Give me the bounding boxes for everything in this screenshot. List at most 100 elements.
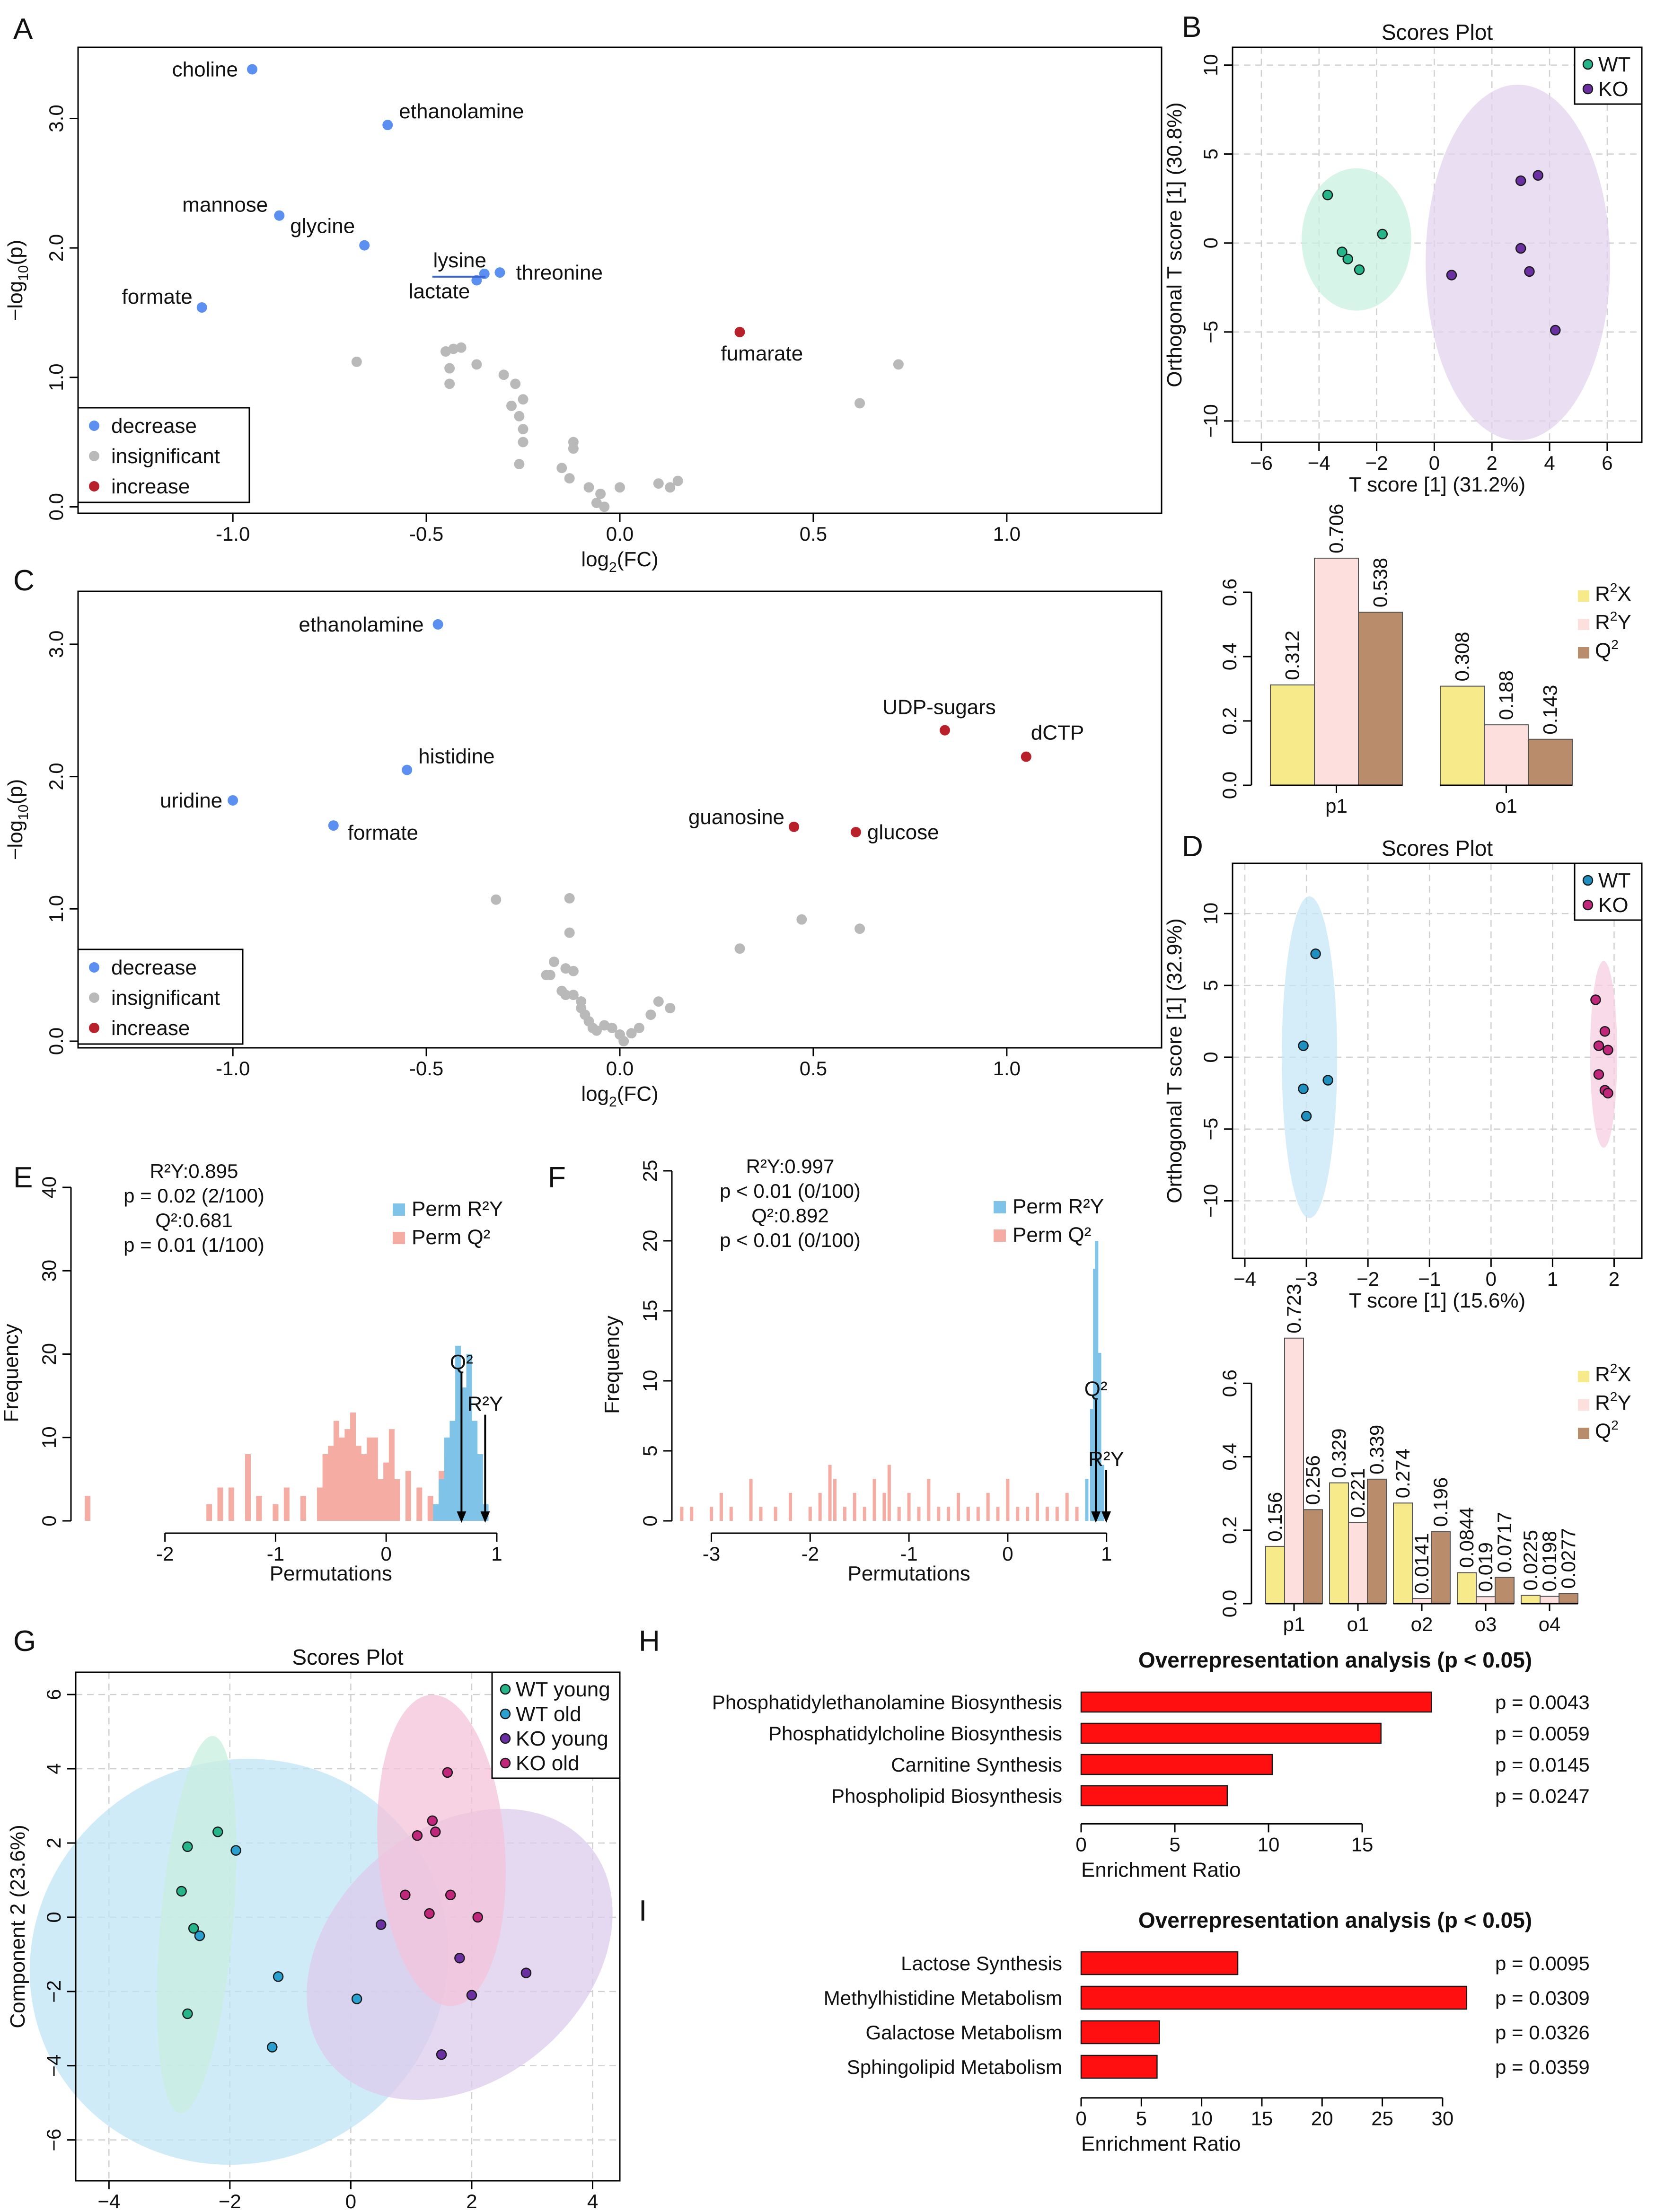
histogram-bar	[1098, 1352, 1101, 1521]
histogram-bar	[927, 1479, 931, 1521]
insignificant-point	[854, 398, 865, 409]
score-point	[1550, 325, 1561, 336]
histogram-bar	[477, 1454, 483, 1521]
legend-label: R2Y	[1595, 609, 1631, 634]
x-tick-label: -3	[703, 1543, 720, 1565]
legend-label: decrease	[111, 956, 197, 979]
legend-label: WT	[1598, 53, 1630, 76]
legend-label: Perm Q²	[1013, 1223, 1091, 1246]
bar-value-label: 0.221	[1347, 1468, 1369, 1518]
x-tick-label: 2	[466, 2190, 477, 2212]
insignificant-point	[607, 1023, 617, 1034]
enrichment-bar	[1080, 1691, 1432, 1713]
x-tick-label: 1	[491, 1543, 502, 1565]
enrichment-bar	[1080, 1722, 1382, 1744]
pathway-label: Phosphatidylethanolamine Biosynthesis	[712, 1691, 1062, 1713]
legend-label-part: X	[1617, 582, 1631, 606]
insignificant-point	[568, 990, 579, 1001]
histogram-bar	[1026, 1507, 1030, 1521]
score-point	[1533, 170, 1543, 181]
x-tick-label: 0.5	[800, 523, 827, 545]
score-point	[1515, 175, 1526, 186]
y-tick-label: 10	[1199, 903, 1222, 925]
score-point	[1599, 1026, 1611, 1037]
x-axis-label: Permutations	[847, 1562, 970, 1585]
bar	[1284, 1337, 1304, 1604]
histogram-bar	[383, 1462, 389, 1521]
insignificant-point	[568, 966, 579, 976]
y-tick-label: 0.0	[1218, 1590, 1241, 1617]
x-tick-label: 15	[1351, 1833, 1374, 1855]
bar	[1358, 612, 1403, 786]
bar-value-label: 0.019	[1474, 1542, 1497, 1592]
histogram-bar	[996, 1507, 1000, 1521]
chart-title: Overrepresentation analysis (p < 0.05)	[1138, 1648, 1532, 1672]
labeled-point	[402, 764, 413, 775]
x-tick-label: -1.0	[216, 523, 250, 545]
bar-value-label: 0.0844	[1455, 1507, 1478, 1568]
histogram-bar	[1065, 1492, 1069, 1521]
bar-value-label: 0.312	[1281, 631, 1304, 680]
y-tick-label: 0.0	[45, 493, 67, 520]
insignificant-point	[618, 1036, 629, 1047]
x-tick-label: −2	[219, 2190, 241, 2212]
bar-value-label: 0.256	[1302, 1455, 1324, 1505]
score-point	[1337, 246, 1348, 257]
legend-label-part: Q	[1595, 639, 1611, 662]
bar	[1270, 684, 1315, 786]
panel-label: H	[639, 1625, 660, 1658]
histogram-bar	[863, 1507, 866, 1521]
point-label: fumarate	[721, 342, 803, 365]
insignificant-point	[615, 482, 625, 493]
point-label: lactate	[409, 280, 470, 303]
histogram-bar	[818, 1492, 822, 1521]
confidence-ellipse	[1282, 896, 1338, 1218]
enrichment-bar	[1080, 2020, 1160, 2045]
histogram-bar	[828, 1465, 832, 1521]
legend: decrease insignificant increase	[77, 948, 244, 1045]
enrichment-bar	[1080, 1985, 1468, 2010]
histogram-bar	[228, 1487, 234, 1521]
legend-label: insignificant	[111, 986, 220, 1009]
permutation-stat: Q²:0.681	[155, 1209, 232, 1231]
y-tick-label: 2	[43, 1837, 65, 1848]
bar-value-label: 0.706	[1325, 504, 1348, 553]
histogram-bar	[872, 1479, 876, 1521]
insignificant-point	[564, 927, 575, 938]
histogram-bar	[1095, 1241, 1099, 1521]
y-axis-label-part: −log	[4, 820, 27, 860]
y-tick-label: 30	[38, 1260, 60, 1282]
score-point	[1354, 264, 1365, 275]
y-tick-label: 6	[43, 1689, 65, 1700]
volcano-plot-A: -1.0 -0.5 0.0 0.5 1.0 0.0 1.0 2.0 3.0 log2(FC) −lo…	[4, 46, 1163, 575]
y-tick-label: 4	[43, 1763, 65, 1774]
bar	[1440, 685, 1485, 786]
model-bars-D-bars: 0.00.20.40.60.1560.7230.256p10.3290.2210…	[1218, 1284, 1631, 1635]
y-tick-label: 10	[639, 1370, 661, 1392]
labeled-point	[328, 820, 339, 831]
score-point	[1322, 189, 1333, 201]
legend-label-part: Y	[1617, 1391, 1631, 1414]
x-tick-label: 0.0	[606, 1057, 634, 1080]
score-point	[212, 1826, 223, 1837]
panel-labels: A B C D E F G H I	[13, 11, 1203, 1927]
score-point	[194, 1930, 205, 1941]
legend-label: insignificant	[111, 445, 220, 468]
labeled-point	[432, 619, 443, 630]
plot-frame	[75, 1671, 621, 2182]
score-point	[1446, 270, 1457, 281]
y-tick-label: 40	[38, 1176, 60, 1199]
x-axis-label: Enrichment Ratio	[1081, 2133, 1241, 2156]
score-point	[1377, 228, 1388, 240]
legend-label: R2X	[1595, 1361, 1631, 1386]
insignificant-point	[583, 482, 594, 493]
p-value-label: p = 0.0095	[1495, 1952, 1590, 1975]
legend-swatch	[393, 1203, 405, 1216]
enrichment-bar	[1080, 2054, 1158, 2079]
enrichment-chart-I: Overrepresentation analysis (p < 0.05) La…	[824, 1908, 1590, 2156]
point-label: UDP-sugars	[882, 696, 996, 719]
insignificant-point	[893, 359, 904, 370]
x-tick-label: 6	[1602, 452, 1612, 474]
